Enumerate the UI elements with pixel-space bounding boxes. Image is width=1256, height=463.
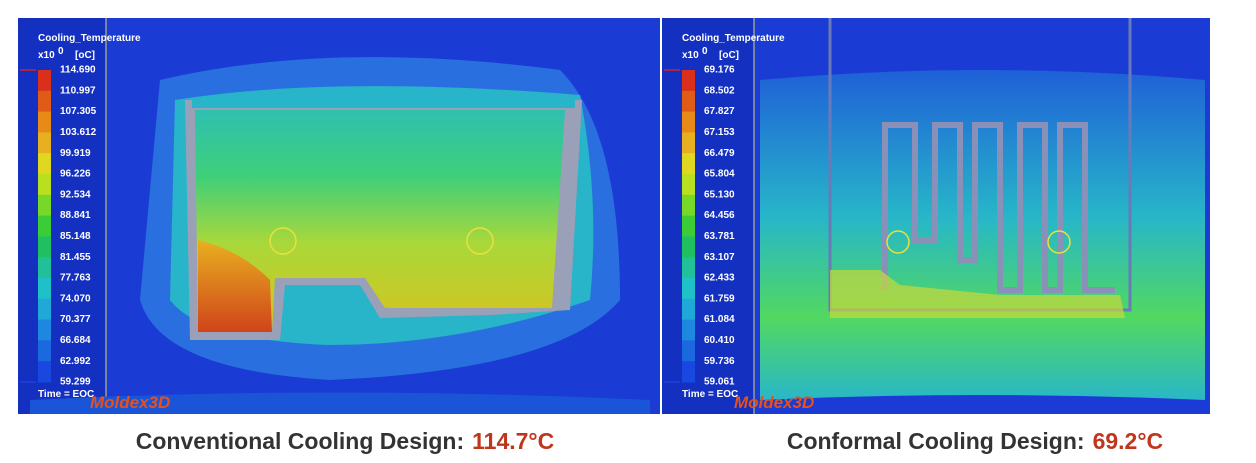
legend-label: 74.070 xyxy=(60,293,91,304)
cooling-channel xyxy=(466,227,494,255)
brand: Moldex3D xyxy=(734,393,814,412)
cooling-channel xyxy=(269,227,297,255)
legend-label: 110.997 xyxy=(60,85,96,96)
legend-label: 62.992 xyxy=(60,356,91,367)
legend-label: 107.305 xyxy=(60,106,97,117)
cooling-channel xyxy=(886,230,910,254)
legend-swatch xyxy=(682,298,695,321)
legend-swatch xyxy=(682,194,695,217)
panel-right xyxy=(662,18,1210,414)
caption-value: 114.7°C xyxy=(472,428,554,454)
legend-label: 61.759 xyxy=(704,293,735,304)
legend-label: 114.690 xyxy=(60,65,96,76)
brand: Moldex3D xyxy=(90,393,170,412)
legend-swatch xyxy=(682,153,695,175)
legend-swatch xyxy=(38,153,51,175)
legend-swatch xyxy=(682,70,695,92)
caption-label: Conventional Cooling Design: xyxy=(136,428,464,454)
scale-exponent: 0 xyxy=(702,46,708,57)
legend-label: 99.919 xyxy=(60,148,91,159)
legend-swatch xyxy=(38,174,51,196)
legend-swatch xyxy=(38,111,51,133)
time-label: Time = EOC xyxy=(682,389,738,400)
legend-label: 68.502 xyxy=(704,85,735,96)
legend-label: 59.061 xyxy=(704,377,735,388)
legend-label: 88.841 xyxy=(60,210,91,221)
legend-label: 69.176 xyxy=(704,65,735,76)
legend-swatch xyxy=(38,361,51,383)
legend-label: 61.084 xyxy=(704,314,735,325)
legend-title: Cooling_Temperature xyxy=(682,33,785,44)
legend-label: 63.781 xyxy=(704,231,735,242)
conformal-channel xyxy=(882,122,1115,293)
legend-swatch xyxy=(38,257,51,279)
legend-label: 67.153 xyxy=(704,127,735,138)
legend-label: 63.107 xyxy=(704,252,735,263)
legend-swatch xyxy=(38,70,51,92)
legend-swatch xyxy=(38,194,51,217)
scale-prefix: x10 xyxy=(38,50,55,61)
legend-swatch xyxy=(38,132,51,154)
legend-swatch xyxy=(38,340,51,362)
legend-label: 67.827 xyxy=(704,106,735,117)
legend-title: Cooling_Temperature xyxy=(38,33,141,44)
legend-swatch xyxy=(682,361,695,383)
legend-swatch xyxy=(682,215,695,237)
legend-label: 59.736 xyxy=(704,356,735,367)
panel-left xyxy=(18,18,660,414)
legend-swatch xyxy=(682,278,695,300)
legend-swatch xyxy=(38,215,51,237)
legend-swatch xyxy=(682,319,695,341)
field xyxy=(760,70,1205,400)
legend-label: 65.804 xyxy=(704,169,735,180)
legend-swatch xyxy=(682,132,695,154)
time-label: Time = EOC xyxy=(38,389,94,400)
legend-swatch xyxy=(38,236,51,258)
unit: [oC] xyxy=(75,50,95,61)
warm-region xyxy=(830,270,1125,318)
legend-label: 66.684 xyxy=(60,335,91,346)
scale-exponent: 0 xyxy=(58,46,64,57)
legend-label: 66.479 xyxy=(704,148,735,159)
legend-label: 103.612 xyxy=(60,127,97,138)
legend-swatch xyxy=(38,319,51,341)
legend-swatch xyxy=(682,257,695,279)
legend-label: 59.299 xyxy=(60,377,91,388)
legend-swatch xyxy=(38,90,51,113)
field-bottom xyxy=(30,392,650,414)
legend-label: 92.534 xyxy=(60,189,91,200)
legend-swatch xyxy=(682,111,695,133)
caption-label: Conformal Cooling Design: xyxy=(787,428,1085,454)
legend-swatch xyxy=(682,340,695,362)
legend-label: 96.226 xyxy=(60,169,91,180)
caption: Conventional Cooling Design: 114.7°C xyxy=(136,428,555,454)
unit: [oC] xyxy=(719,50,739,61)
legend-swatch xyxy=(38,278,51,300)
legend-label: 81.455 xyxy=(60,252,91,263)
legend-area xyxy=(18,18,106,414)
legend-label: 60.410 xyxy=(704,335,735,346)
legend-swatch xyxy=(682,174,695,196)
legend-swatch xyxy=(682,90,695,113)
caption: Conformal Cooling Design: 69.2°C xyxy=(787,428,1163,454)
part-temperature xyxy=(195,110,565,332)
legend-label: 77.763 xyxy=(60,273,91,284)
legend-swatch xyxy=(682,236,695,258)
legend-label: 64.456 xyxy=(704,210,735,221)
legend-area xyxy=(662,18,754,414)
scale-prefix: x10 xyxy=(682,50,699,61)
legend-swatch xyxy=(38,298,51,321)
legend-label: 62.433 xyxy=(704,273,735,284)
caption-value: 69.2°C xyxy=(1093,428,1164,454)
legend-label: 70.377 xyxy=(60,314,91,325)
cooling-channel xyxy=(1047,230,1071,254)
legend-label: 85.148 xyxy=(60,231,91,242)
legend-label: 65.130 xyxy=(704,189,735,200)
hot-region xyxy=(198,240,272,332)
